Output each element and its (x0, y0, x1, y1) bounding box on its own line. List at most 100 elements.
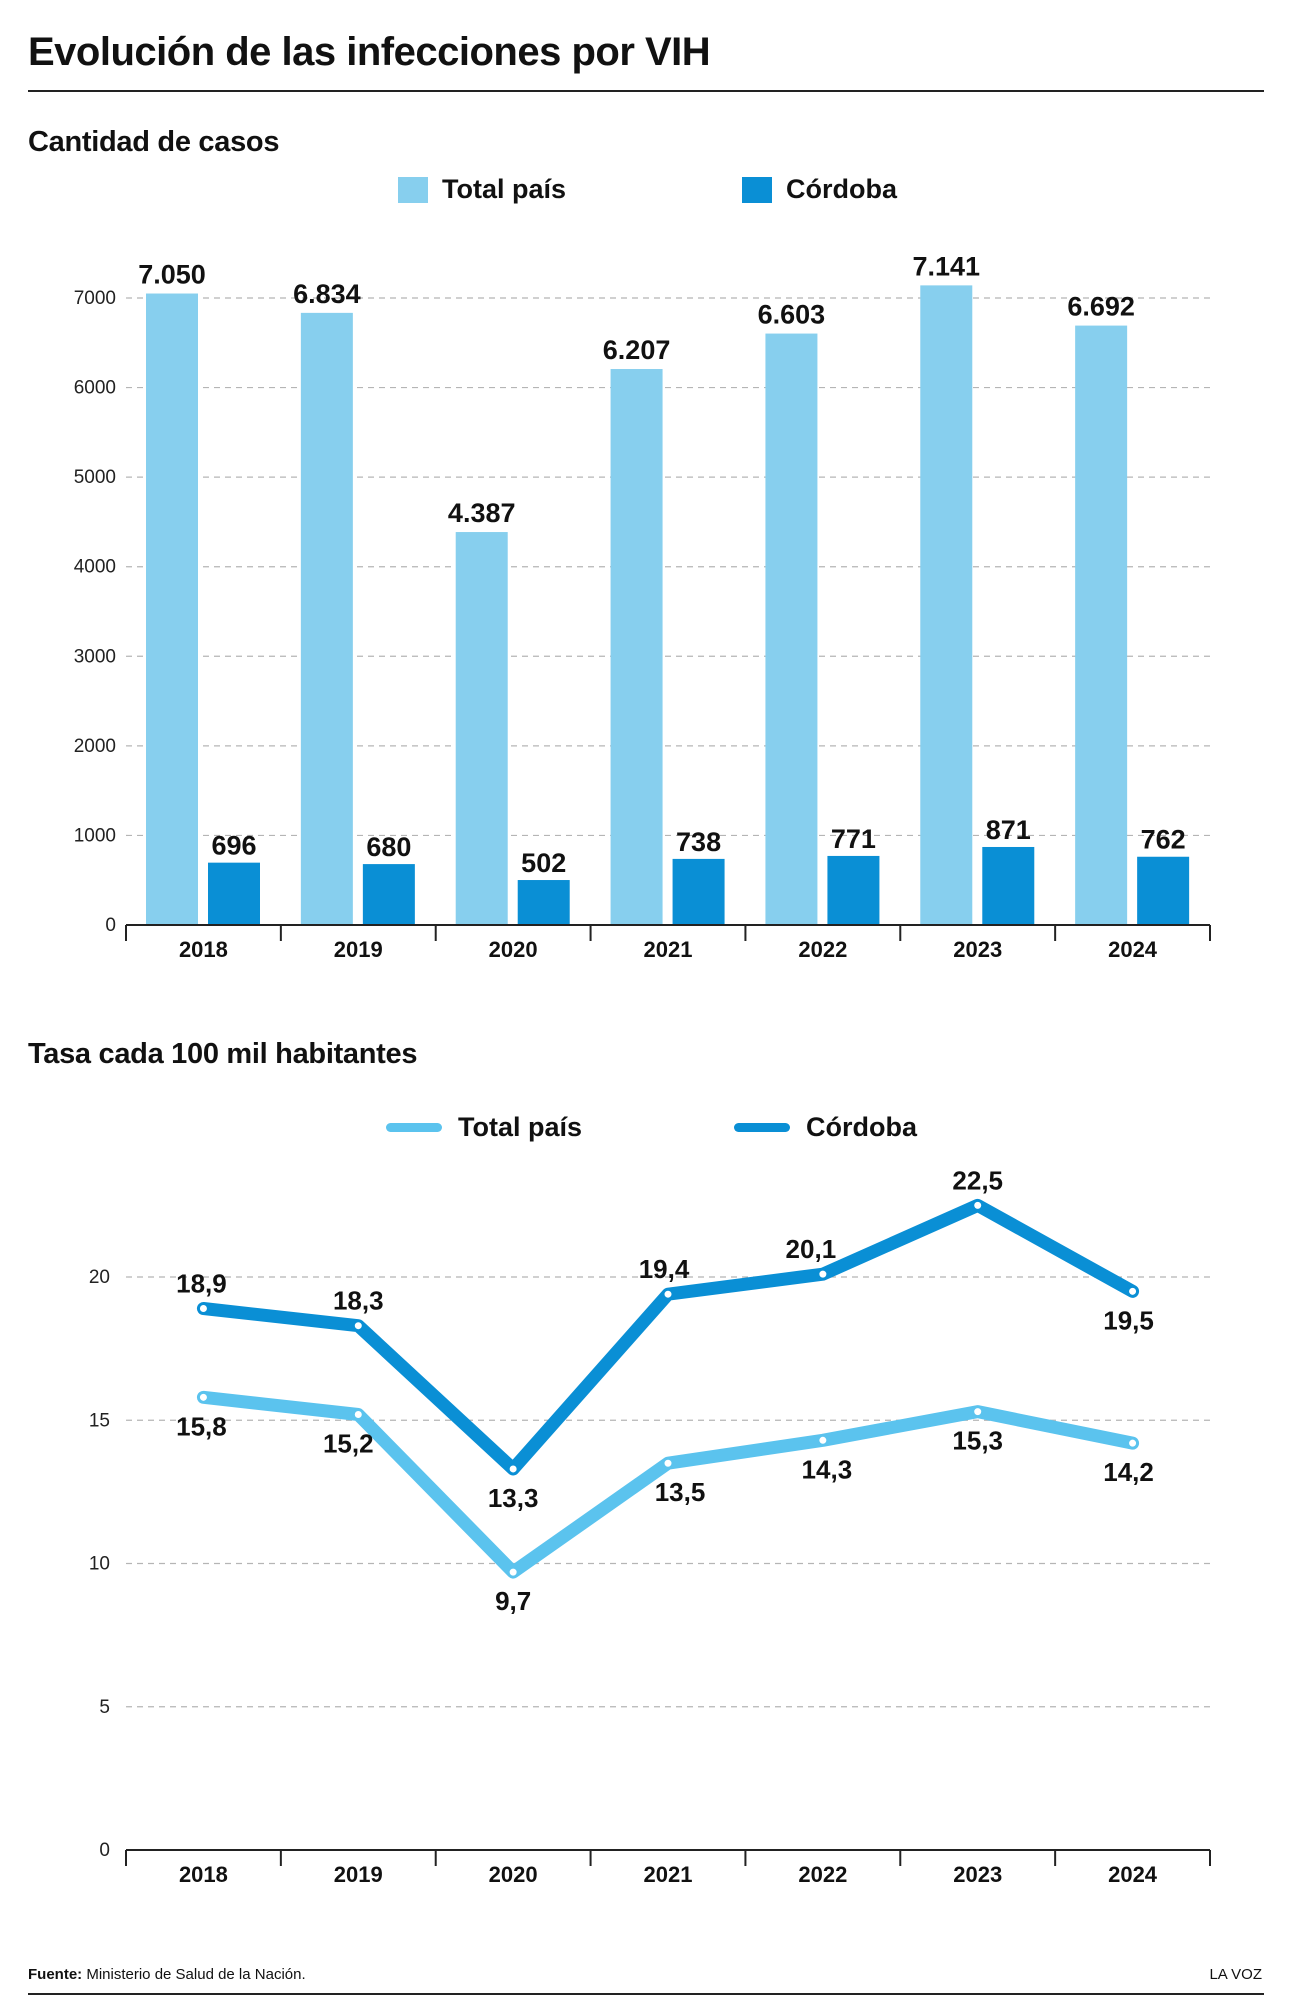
bar-cordoba (1137, 856, 1190, 925)
bar-chart-subtitle: Cantidad de casos (28, 126, 280, 158)
x-tick-label: 2024 (1108, 937, 1158, 962)
data-label-total: 6.603 (758, 300, 826, 330)
y-tick-label: 4000 (74, 557, 116, 578)
data-point-total (972, 1406, 984, 1418)
x-tick-label: 2019 (334, 937, 383, 962)
data-label-cordoba: 680 (366, 832, 411, 862)
data-label-cordoba: 18,9 (176, 1269, 227, 1299)
x-tick-label: 2019 (334, 1862, 383, 1887)
data-label-cordoba: 502 (521, 848, 566, 878)
data-label-cordoba: 19,4 (639, 1254, 690, 1284)
data-label-total: 14,3 (802, 1454, 853, 1484)
bar-total (765, 333, 818, 926)
data-label-cordoba: 762 (1141, 825, 1186, 855)
x-tick-label: 2023 (953, 1862, 1002, 1887)
y-tick-label: 0 (99, 1840, 110, 1861)
bar-total (1075, 325, 1128, 925)
footer-divider (28, 1993, 1264, 1995)
data-point-cordoba (352, 1320, 364, 1332)
y-tick-label: 0 (105, 915, 116, 936)
y-tick-label: 3000 (74, 646, 116, 667)
bar-cordoba (672, 858, 725, 925)
y-tick-label: 2000 (74, 736, 116, 757)
x-tick-label: 2023 (953, 937, 1002, 962)
title-divider (28, 90, 1264, 92)
data-point-cordoba (817, 1268, 829, 1280)
data-label-total: 6.834 (293, 279, 361, 309)
legend-swatch-cordoba (742, 176, 772, 203)
x-tick-label: 2020 (489, 937, 538, 962)
bar-cordoba (517, 880, 570, 925)
bar-total (920, 285, 973, 925)
data-label-cordoba: 696 (211, 831, 256, 861)
y-tick-label: 6000 (74, 378, 116, 399)
line-chart-subtitle: Tasa cada 100 mil habitantes (28, 1038, 418, 1070)
x-tick-label: 2022 (798, 1862, 847, 1887)
data-label-total: 6.207 (603, 335, 671, 365)
data-label-cordoba: 871 (986, 815, 1031, 845)
bar-cordoba (827, 855, 880, 925)
data-label-total: 15,3 (952, 1426, 1003, 1456)
bar-cordoba (362, 864, 415, 925)
data-label-total: 13,5 (655, 1477, 706, 1507)
legend-label-cordoba-line: Córdoba (806, 1112, 917, 1142)
data-label-total: 6.692 (1067, 292, 1135, 322)
source-note: Fuente: Ministerio de Salud de la Nación… (28, 1966, 306, 1983)
source-label: Fuente: (28, 1966, 83, 1983)
legend-swatch-total (398, 176, 428, 203)
data-label-cordoba: 13,3 (488, 1483, 539, 1513)
chart-title: Evolución de las infecciones por VIH (28, 30, 711, 74)
data-label-cordoba: 22,5 (952, 1165, 1003, 1195)
y-tick-label: 1000 (74, 825, 116, 846)
line-legend-total: Total país (386, 1112, 582, 1143)
data-point-total (352, 1409, 364, 1421)
y-tick-label: 7000 (74, 288, 116, 309)
data-point-total (662, 1457, 674, 1469)
data-label-total: 4.387 (448, 498, 516, 528)
legend-label-total-line: Total país (458, 1112, 583, 1142)
line-legend-cordoba: Córdoba (734, 1112, 917, 1143)
x-tick-label: 2021 (644, 1862, 693, 1887)
legend-label-total: Total país (442, 174, 567, 204)
brand-logo-text: LA VOZ (1209, 1966, 1262, 1983)
line-chart: 0 5 10 15 20 2018 2019 2020 2021 2022 2023 2024 15,8… (89, 1165, 1211, 1887)
data-point-total (197, 1391, 209, 1403)
legend-line-cordoba (734, 1123, 790, 1132)
bar-total (610, 369, 663, 925)
y-tick-label: 5000 (74, 467, 116, 488)
bar-total (455, 532, 508, 925)
y-tick-label: 20 (89, 1267, 110, 1288)
bar-total (300, 312, 353, 925)
x-tick-label: 2020 (489, 1862, 538, 1887)
x-tick-label: 2018 (179, 937, 228, 962)
data-label-cordoba: 771 (831, 824, 876, 854)
data-point-cordoba (507, 1463, 519, 1475)
x-tick-label: 2022 (798, 937, 847, 962)
data-label-cordoba: 20,1 (786, 1234, 837, 1264)
data-label-cordoba: 18,3 (333, 1286, 384, 1316)
data-point-total (507, 1566, 519, 1578)
data-label-total: 7.050 (138, 260, 206, 290)
data-point-total (1127, 1437, 1139, 1449)
bar-legend-total: Total país (398, 174, 566, 205)
data-point-cordoba (1127, 1285, 1139, 1297)
data-label-total: 15,8 (176, 1411, 227, 1441)
bar-legend-cordoba: Córdoba (742, 174, 897, 205)
x-tick-label: 2024 (1108, 1862, 1158, 1887)
data-label-total: 14,2 (1103, 1457, 1154, 1487)
x-tick-label: 2021 (644, 937, 693, 962)
bar-cordoba (982, 846, 1035, 925)
data-point-total (817, 1434, 829, 1446)
data-point-cordoba (197, 1303, 209, 1315)
y-tick-label: 15 (89, 1410, 110, 1431)
data-point-cordoba (662, 1288, 674, 1300)
data-point-cordoba (972, 1199, 984, 1211)
bar-cordoba (208, 862, 260, 925)
data-label-total: 7.141 (912, 251, 980, 281)
legend-label-cordoba: Córdoba (786, 174, 897, 204)
data-label-total: 15,2 (323, 1429, 374, 1459)
data-label-cordoba: 738 (676, 827, 721, 857)
y-tick-label: 10 (89, 1554, 110, 1575)
data-label-cordoba: 19,5 (1103, 1305, 1154, 1335)
bar-total (146, 293, 198, 925)
